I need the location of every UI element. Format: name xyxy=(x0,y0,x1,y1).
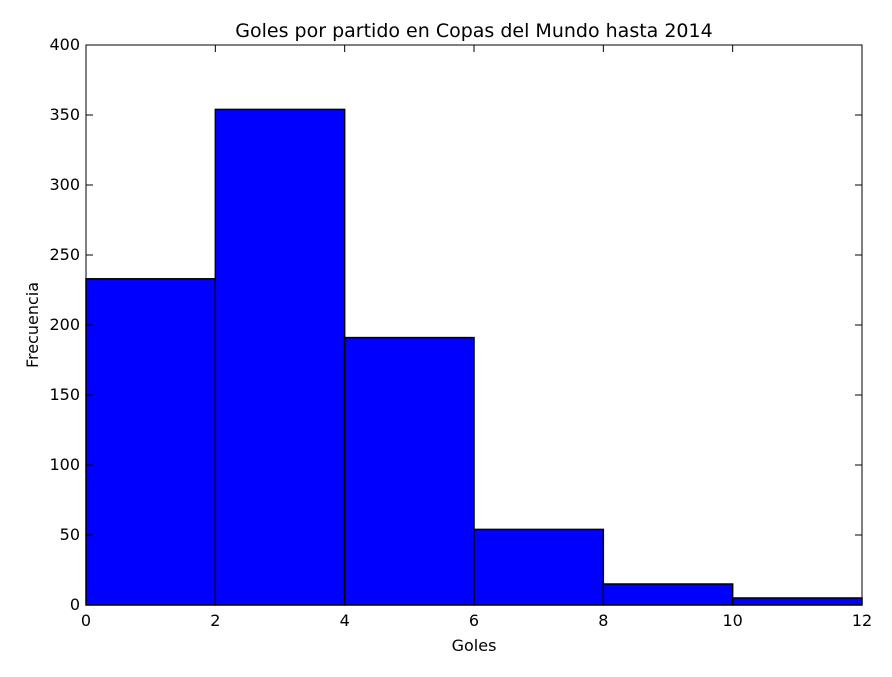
y-axis-ticks: 0 50 100 150 200 250 300 350 400 xyxy=(49,35,862,614)
y-tick-label-1: 50 xyxy=(60,525,80,544)
histogram-bar-1 xyxy=(85,278,217,606)
x-axis-label: Goles xyxy=(452,636,497,655)
x-tick-label-0: 0 xyxy=(81,611,91,630)
histogram-bar-4 xyxy=(473,528,605,606)
y-tick-label-7: 350 xyxy=(49,105,80,124)
y-tick-label-6: 300 xyxy=(49,175,80,194)
x-tick-label-3: 6 xyxy=(469,611,479,630)
histogram-bar-6 xyxy=(731,597,863,606)
histogram-bar-5 xyxy=(602,583,734,606)
y-tick-label-3: 150 xyxy=(49,385,80,404)
plot-frame xyxy=(85,44,863,606)
x-tick-label-5: 10 xyxy=(722,611,742,630)
y-tick-label-0: 0 xyxy=(70,595,80,614)
histogram-bar-3 xyxy=(343,336,475,606)
y-tick-label-5: 250 xyxy=(49,245,80,264)
y-tick-label-4: 200 xyxy=(49,315,80,334)
x-tick-label-2: 4 xyxy=(340,611,350,630)
histogram-bar-2 xyxy=(214,108,346,606)
y-tick-label-8: 400 xyxy=(49,35,80,54)
x-tick-label-6: 12 xyxy=(852,611,872,630)
y-tick-label-2: 100 xyxy=(49,455,80,474)
chart-title: Goles por partido en Copas del Mundo has… xyxy=(235,20,712,42)
x-tick-label-4: 8 xyxy=(598,611,608,630)
y-axis-label: Frecuencia xyxy=(23,282,42,368)
histogram-bars xyxy=(85,108,863,606)
x-axis-ticks: 0 2 4 6 8 10 12 xyxy=(81,45,872,630)
x-tick-label-1: 2 xyxy=(210,611,220,630)
